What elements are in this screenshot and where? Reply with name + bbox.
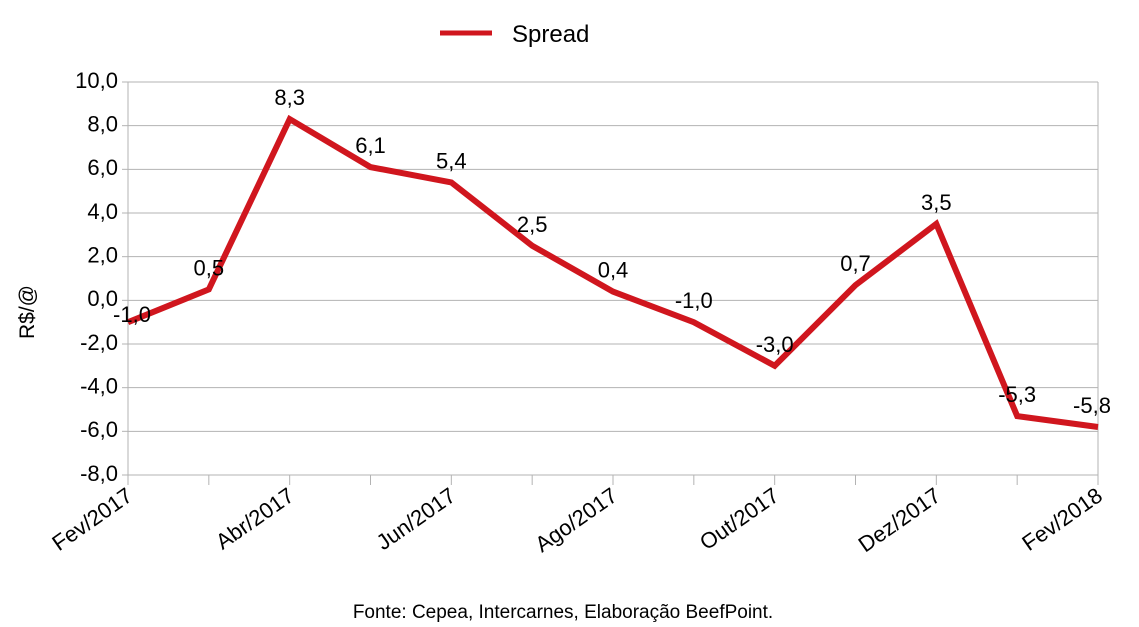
data-label: -1,0 [113,302,151,327]
y-tick-label: 0,0 [87,286,118,311]
data-label: 0,5 [194,255,225,280]
y-tick-label: 6,0 [87,155,118,180]
data-label: 8,3 [274,85,305,110]
data-label: 3,5 [921,190,952,215]
y-axis-ticks: 10,0 8,0 6,0 4,0 2,0 0,0 -2,0 -4,0 -6,0 -8,0 [75,68,128,486]
y-tick-label: -4,0 [80,373,118,398]
x-tick-label: Fev/2017 [47,483,136,556]
x-tick-label: Dez/2017 [854,483,945,558]
y-tick-label: 8,0 [87,111,118,136]
data-label: 2,5 [517,212,548,237]
x-tick-label: Out/2017 [695,483,783,555]
series-line-spread [126,114,1099,430]
data-label: -5,8 [1073,393,1111,418]
y-tick-label: -6,0 [80,417,118,442]
y-axis-title: R$/@ [16,285,39,339]
x-tick-label: Ago/2017 [530,483,622,558]
data-label: -5,3 [998,382,1036,407]
data-label: -1,0 [675,288,713,313]
data-labels: -1,0 0,5 8,3 6,1 5,4 2,5 0,4 -1,0 -3,0 0,7 3,5 -5,3… [113,85,1111,418]
data-label: 0,7 [840,251,871,276]
x-tick-label: Jun/2017 [372,483,460,555]
legend: Spread [440,21,589,48]
source-note: Fonte: Cepea, Intercarnes, Elaboração Be… [353,602,773,623]
legend-label-spread: Spread [512,21,589,48]
data-label: 5,4 [436,148,467,173]
y-tick-label: -8,0 [80,461,118,486]
x-tick-label: Fev/2018 [1017,483,1106,556]
data-label: -3,0 [756,332,794,357]
x-tick-label: Abr/2017 [211,483,298,555]
y-tick-label: 10,0 [75,68,118,93]
y-tick-label: 2,0 [87,242,118,267]
data-label: 0,4 [598,258,629,283]
data-label: 6,1 [355,133,386,158]
y-tick-label: -2,0 [80,330,118,355]
y-tick-label: 4,0 [87,199,118,224]
axes [127,82,1099,475]
x-axis-ticks: Fev/2017 Abr/2017 Jun/2017 Ago/2017 Out/2017… [47,475,1107,558]
series-spread [126,114,1099,430]
